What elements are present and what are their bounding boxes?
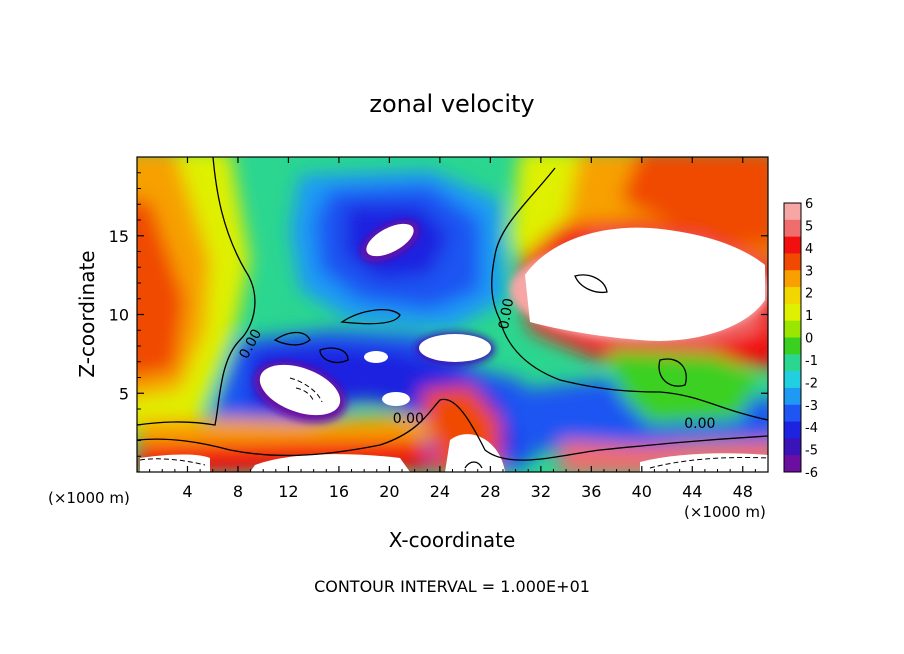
x-unit-label-left: (×1000 m) [48,489,130,507]
x-tick-label: 44 [682,482,702,501]
x-tick-label: 48 [733,482,753,501]
colorbar-tick-label: -6 [805,466,818,481]
negative-contours [139,377,768,469]
contour-label: 0.00 [393,411,424,427]
colorbar-tick-label: 5 [805,219,813,234]
contour-label: 0.00 [684,416,715,432]
colorbar-swatch [784,371,801,389]
colorbar-tick-label: -2 [805,376,818,391]
x-tick-label: 12 [278,482,298,501]
x-tick-label: 4 [182,482,192,501]
white-regions [140,223,768,472]
x-tick-label: 20 [379,482,399,501]
colorbar-swatch [784,438,801,456]
colorbar-tick-label: 3 [805,264,813,279]
colorbar-swatch [784,253,801,271]
colorbar-swatch [784,354,801,372]
chart-title: zonal velocity [369,90,534,118]
colorbar-swatch [784,421,801,439]
y-tick-label: 10 [109,306,129,325]
colorbar: 6 5 4 3 2 1 0 -1 -2 -3 -4 -5 -6 [783,197,818,481]
x-tick-label: 40 [632,482,652,501]
colorbar-swatch [784,219,801,238]
x-tick-label: 32 [531,482,551,501]
y-axis: 5 10 15 [109,172,768,457]
y-axis-label: Z-coordinate [75,250,99,377]
colorbar-tick-label: -1 [805,354,818,369]
colorbar-swatch [784,320,801,338]
colorbar-swatch [784,270,801,288]
colorbar-swatch [784,203,801,221]
x-tick-label: 36 [581,482,601,501]
colorbar-tick-label: 4 [805,242,813,257]
x-tick-label: 16 [329,482,349,501]
colorbar-swatch [784,303,801,322]
colorbar-tick-label: -4 [805,421,818,436]
x-unit-label-right: (×1000 m) [684,503,766,521]
contour-label: 0.00 [496,297,517,330]
x-tick-label: 28 [480,482,500,501]
y-tick-label: 5 [119,384,129,403]
colorbar-tick-label: 2 [805,287,813,302]
colorbar-tick-label: 0 [805,332,813,347]
x-axis: 4 8 12 16 20 24 28 32 36 40 44 48 [149,157,756,501]
colorbar-tick-label: -5 [805,444,818,459]
contour-lines [137,157,768,469]
contour-interval-note: CONTOUR INTERVAL = 1.000E+01 [314,577,590,596]
colorbar-swatch [784,236,801,254]
colorbar-swatch [784,404,801,423]
colorbar-tick-label: 6 [805,197,813,212]
colorbar-tick-label: -3 [805,399,818,414]
colorbar-swatch [784,455,801,473]
colorbar-frame [783,202,802,473]
x-tick-label: 8 [233,482,243,501]
colorbar-tick-label: 1 [805,309,813,324]
colorbar-swatch [784,287,801,305]
y-tick-label: 15 [109,227,129,246]
colorbar-swatch [784,337,801,355]
x-tick-label: 24 [430,482,450,501]
plot-area [137,157,768,472]
x-axis-label: X-coordinate [389,528,516,552]
colorbar-swatch [784,387,801,406]
